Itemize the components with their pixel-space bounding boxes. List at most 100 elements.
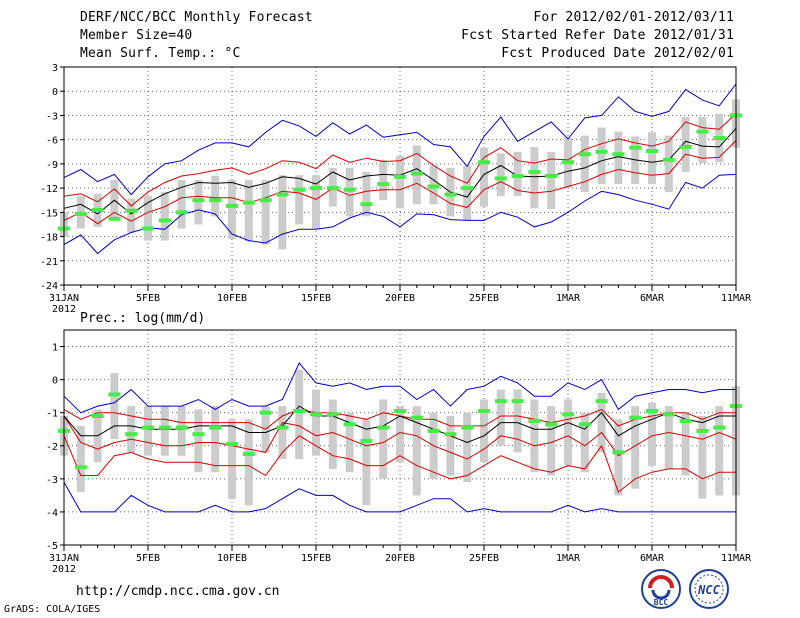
temp-median-16 [326, 186, 339, 191]
prec-ytick-label-3: -2 [46, 442, 58, 453]
forecast-period: For 2012/02/01-2012/03/11 [533, 10, 734, 25]
prec-box-30 [564, 399, 572, 466]
prec-box-24 [463, 412, 472, 483]
prec-ytick-label-2: -1 [46, 409, 58, 420]
prec-box-27 [513, 389, 522, 453]
temp-median-33 [612, 152, 625, 157]
prec-xtick-label-0: 31JAN [49, 553, 79, 564]
prec-min-line [63, 481, 736, 513]
prec-median-35 [646, 409, 658, 414]
forecast-title: DERF/NCC/BCC Monthly Forecast [80, 10, 313, 25]
temp-box-29 [547, 151, 556, 210]
prec-box-13 [278, 406, 287, 459]
prec-ytick-label-5: -4 [46, 508, 58, 519]
temp-year-label: 2012 [52, 304, 76, 315]
prec-median-1 [74, 465, 87, 470]
temp-ytick-label-6: -15 [40, 208, 58, 219]
temp-median-26 [494, 176, 507, 181]
prec-median-2 [91, 414, 104, 418]
temp-median-8 [192, 198, 205, 203]
prec-median-19 [377, 425, 390, 430]
temp-box-36 [664, 135, 673, 193]
prec-median-22 [427, 428, 440, 433]
prec-median-15 [310, 412, 322, 417]
prec-median-28 [528, 418, 541, 423]
prec-box-34 [631, 406, 640, 489]
prec-median-20 [394, 409, 406, 414]
prec-median-3 [108, 392, 121, 397]
temp-box-15 [312, 175, 320, 229]
temp-box-17 [345, 167, 354, 217]
temp-median-12 [259, 198, 272, 203]
temp-ytick-label-3: -6 [46, 136, 58, 147]
temp-median-38 [696, 129, 709, 134]
temp-ytick-label-5: -12 [40, 184, 58, 195]
prec-box-39 [715, 406, 724, 496]
prec-xtick-label-4: 20FEB [385, 553, 415, 564]
temp-box-28 [530, 146, 539, 209]
prec-median-24 [461, 425, 474, 430]
temp-median-4 [125, 208, 138, 213]
temp-median-23 [444, 192, 457, 197]
prec-median-14 [293, 409, 306, 414]
temp-median-6 [158, 218, 171, 223]
prec-xtick-label-7: 6MAR [640, 553, 665, 564]
prec-median-8 [192, 432, 205, 437]
ncc-logo-text: NCC [697, 583, 720, 597]
prec-box-11 [244, 419, 253, 506]
temp-ytick-label-0: 3 [52, 63, 58, 74]
temp-box-25 [480, 147, 488, 207]
prec-median-18 [360, 438, 373, 443]
source-url[interactable]: http://cmdp.ncc.cma.gov.cn [76, 584, 280, 599]
temp-min-line [63, 173, 737, 255]
prec-box-16 [328, 399, 337, 469]
temp-median-36 [662, 157, 675, 162]
prec-box-4 [127, 406, 136, 453]
temp-median-22 [427, 184, 440, 189]
temp-box-11 [244, 180, 253, 242]
temp-median-15 [310, 186, 322, 191]
prec-box-29 [547, 406, 556, 476]
prec-box-10 [228, 419, 236, 499]
temp-median-5 [142, 226, 154, 231]
prec-box-17 [345, 412, 354, 473]
temp-median-9 [209, 198, 222, 203]
prec-median-5 [142, 425, 154, 430]
prec-median-39 [713, 425, 726, 430]
temp-median-28 [528, 169, 541, 174]
temp-median-2 [91, 207, 104, 212]
temp-box-33 [614, 131, 623, 185]
prec-median-30 [562, 412, 574, 417]
prec-median-11 [242, 452, 255, 457]
prec-xtick-label-6: 1MAR [556, 553, 581, 564]
prec-xtick-label-8: 11MAR [721, 553, 752, 564]
temp-median-19 [377, 182, 390, 187]
temp-median-11 [242, 200, 255, 205]
temp-box-20 [396, 155, 404, 209]
prec-median-32 [595, 399, 608, 404]
prec-box-28 [530, 399, 539, 473]
temp-xtick-label-4: 20FEB [385, 293, 415, 304]
temp-box-18 [362, 171, 371, 217]
temp-ytick-label-1: 0 [52, 87, 58, 98]
prec-year-label: 2012 [52, 564, 76, 575]
temp-median-21 [410, 171, 423, 176]
prec-box-26 [496, 389, 505, 446]
prec-box-21 [412, 406, 421, 496]
temp-median-32 [595, 149, 608, 154]
temp-box-19 [379, 159, 388, 201]
temp-xtick-label-1: 5FEB [136, 293, 160, 304]
temp-median-1 [74, 211, 87, 216]
temp-box-6 [160, 192, 169, 241]
temp-median-18 [360, 202, 373, 207]
prec-ytick-label-1: 0 [52, 376, 58, 387]
prec-median-13 [276, 425, 289, 430]
temp-xtick-label-3: 15FEB [301, 293, 331, 304]
temp-box-9 [211, 176, 220, 217]
prec-median-31 [578, 422, 591, 427]
temp-median-14 [293, 187, 306, 192]
prec-xtick-label-2: 10FEB [217, 553, 247, 564]
temp-box-38 [698, 117, 707, 164]
